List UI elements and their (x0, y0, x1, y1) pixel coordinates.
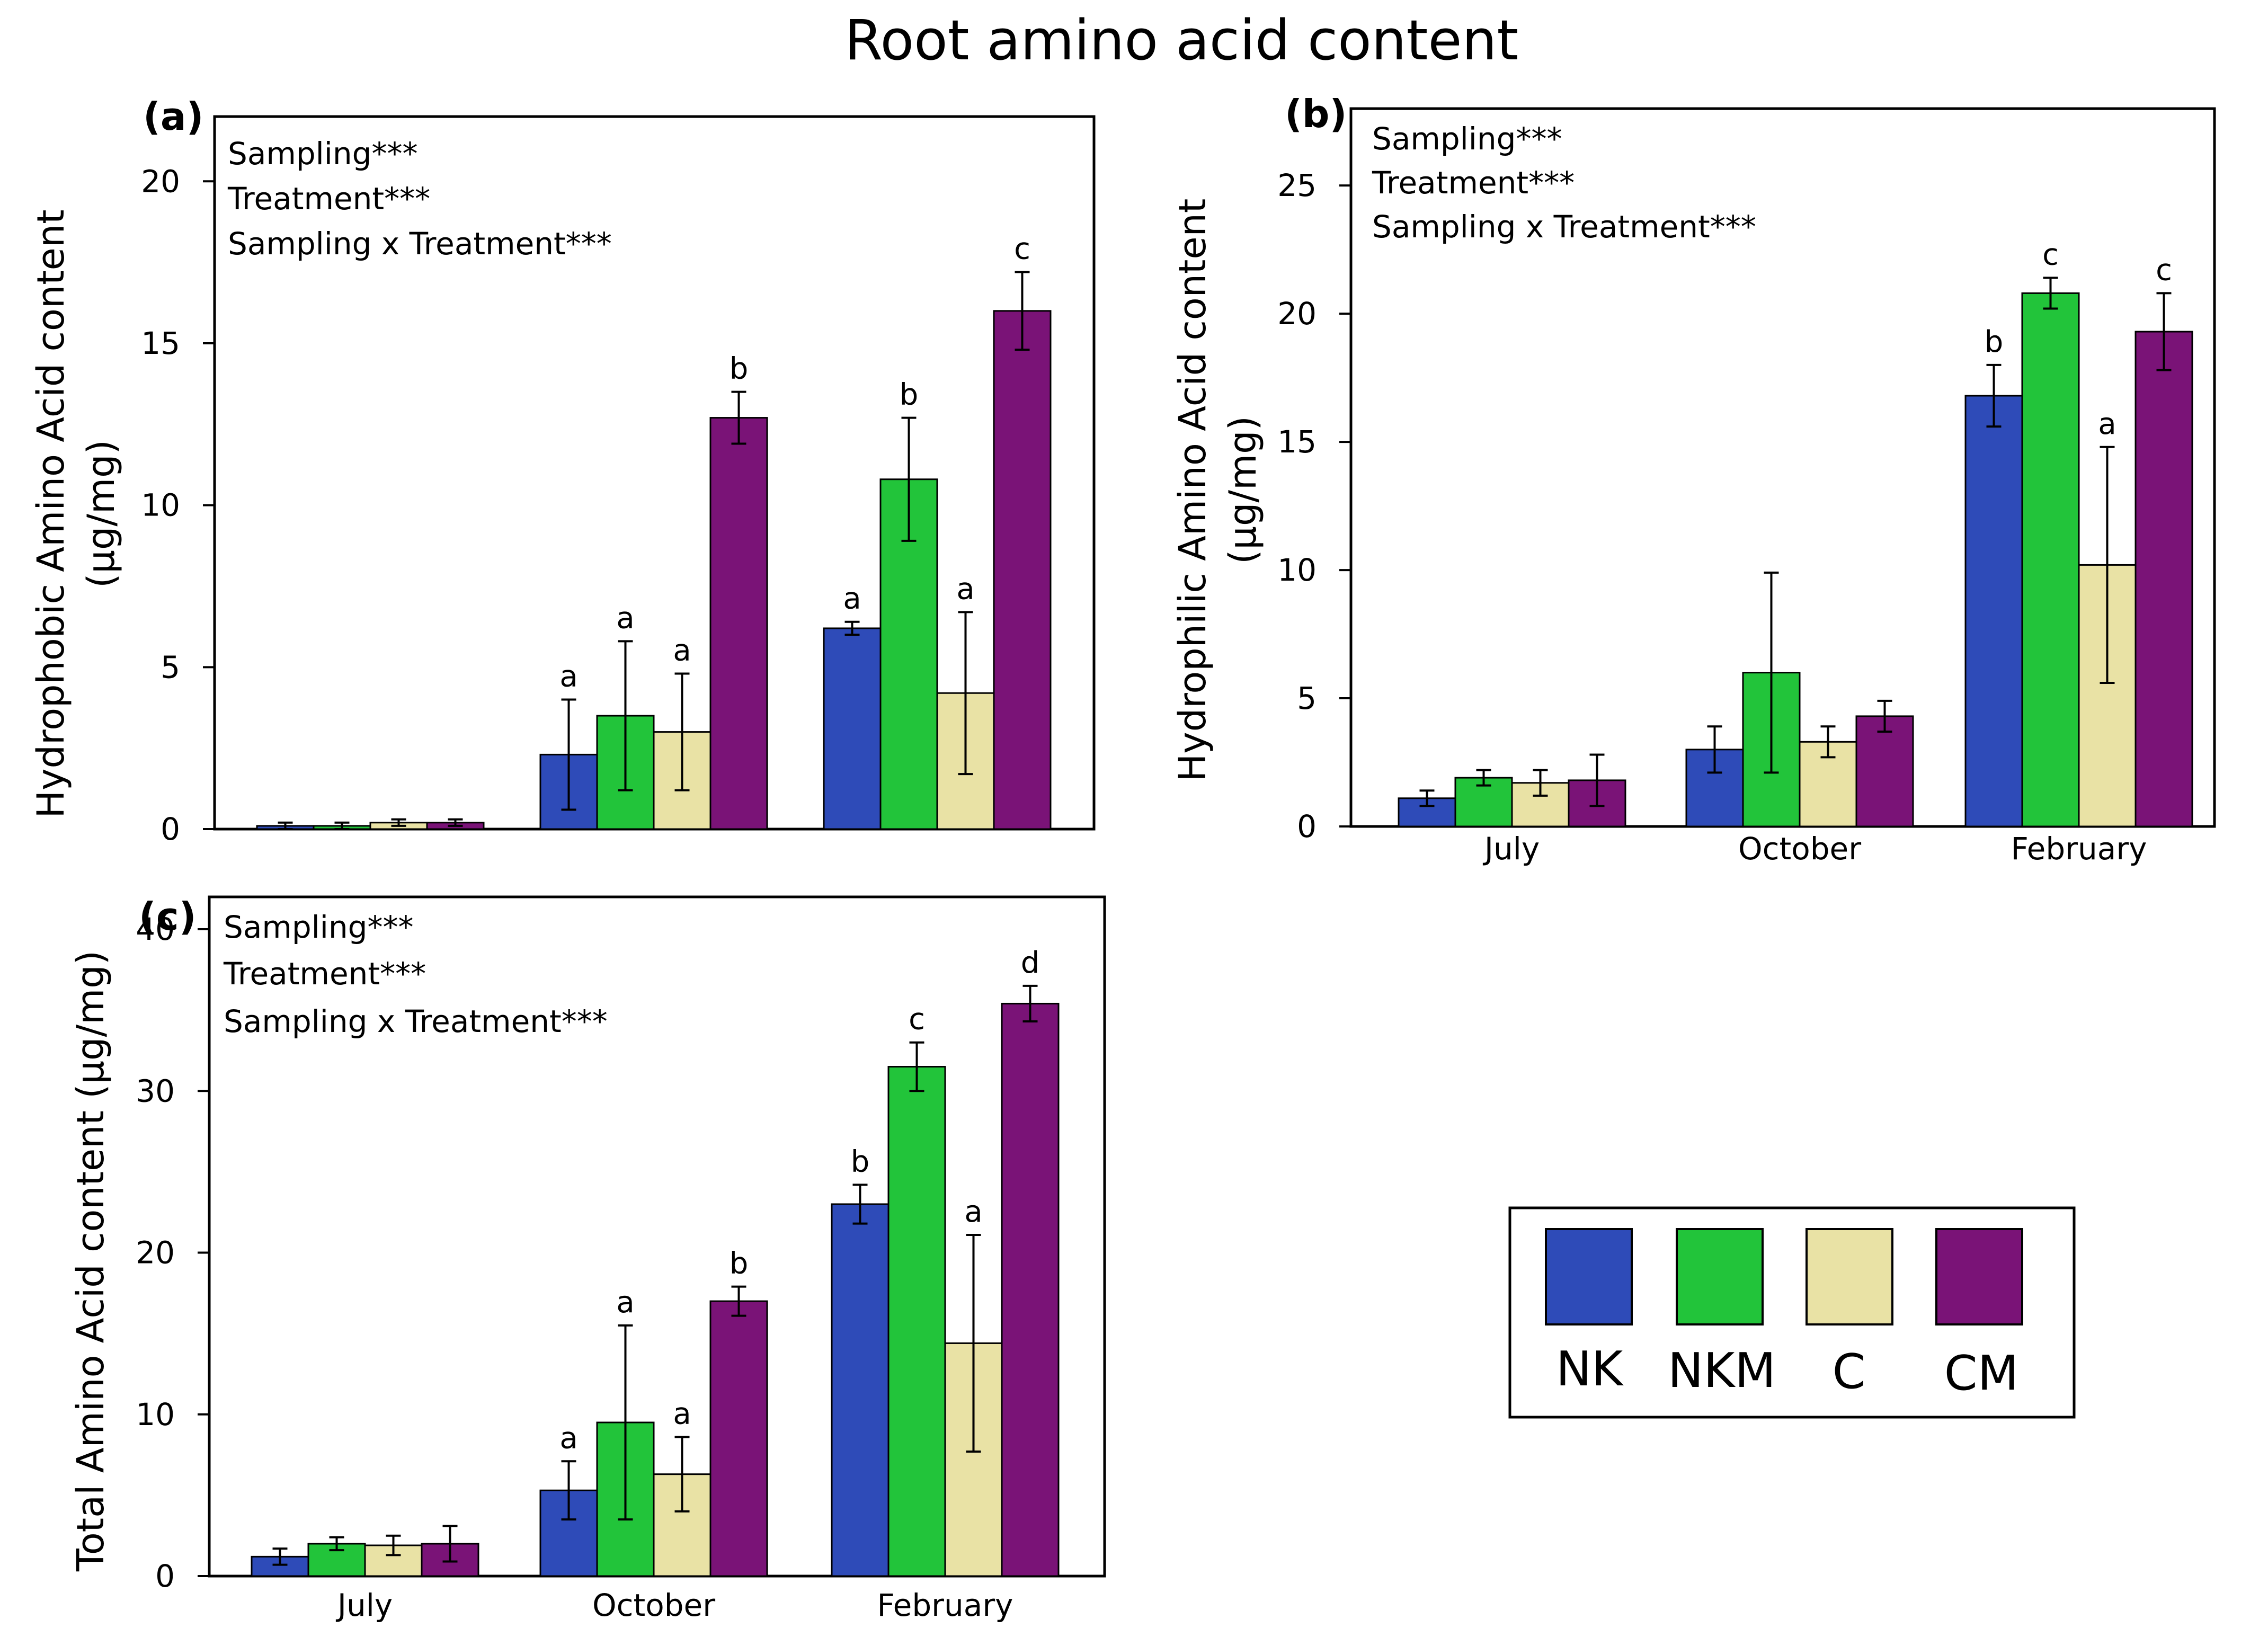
figure-title: Root amino acid content (844, 8, 1518, 73)
stats-line: Sampling x Treatment*** (224, 1003, 608, 1039)
stats-line: Sampling*** (1372, 121, 1562, 157)
significance-letter: b (1985, 325, 2004, 359)
y-tick-label: 30 (136, 1073, 175, 1109)
x-category-label: July (1483, 831, 1540, 867)
bar-cm-february (2134, 331, 2193, 828)
x-category-label: February (2011, 831, 2147, 867)
bar-nk-february (1964, 395, 2023, 828)
bar-cm-october (709, 417, 768, 830)
panel-label: (b) (1285, 92, 1347, 136)
y-axis-label: Hydrophilic Amino Acid content (1171, 199, 1214, 782)
panel-a: (a) Hydrophobic Amino Acid content (µg/m… (29, 94, 1096, 847)
bar-cm-february (1001, 1002, 1060, 1577)
bar-nkm-february (887, 1066, 946, 1577)
y-tick-label: 20 (1277, 296, 1317, 332)
significance-letter: b (730, 352, 749, 386)
significance-letter: c (1014, 232, 1030, 266)
y-tick-label: 0 (1297, 808, 1317, 844)
y-axis-label-units: (µg/mg) (1221, 416, 1265, 564)
y-tick-label: 15 (1277, 424, 1317, 460)
legend: NK NKM C CM (1508, 1206, 2076, 1419)
significance-letter: a (616, 1285, 634, 1320)
significance-letter: b (900, 378, 919, 412)
panel-label: (c) (139, 894, 197, 939)
significance-letter: a (956, 572, 974, 606)
legend-swatch-nk (1545, 1228, 1633, 1325)
y-tick-label: 5 (161, 649, 180, 685)
significance-letter: b (730, 1247, 749, 1281)
y-tick-label: 25 (1277, 167, 1317, 203)
significance-letter: a (964, 1195, 982, 1229)
stats-line: Sampling*** (224, 909, 413, 945)
bar-cm-october (709, 1300, 768, 1577)
y-tick-label: 10 (136, 1396, 175, 1433)
x-category-label: October (592, 1587, 715, 1623)
significance-letter: c (2042, 237, 2059, 272)
bar-c-february (2078, 564, 2137, 828)
legend-swatch-nkm (1676, 1228, 1764, 1325)
stats-line: Sampling x Treatment*** (1372, 209, 1756, 245)
significance-letter: a (673, 1396, 691, 1431)
significance-letter: a (673, 634, 691, 668)
y-tick-label: 0 (155, 1558, 175, 1594)
legend-swatch-cm (1935, 1228, 2023, 1325)
significance-letter: c (2156, 253, 2172, 287)
legend-label-c: C (1833, 1344, 1866, 1400)
y-axis-label-units: (µg/mg) (79, 440, 123, 588)
y-tick-label: 10 (1277, 552, 1317, 588)
legend-label-cm: CM (1944, 1346, 2019, 1401)
stats-line: Sampling x Treatment*** (228, 226, 612, 262)
stats-line: Treatment*** (227, 181, 430, 217)
legend-swatch-c (1805, 1228, 1893, 1325)
y-tick-label: 5 (1297, 680, 1317, 716)
legend-label-nkm: NKM (1668, 1343, 1776, 1399)
significance-letter: d (1021, 946, 1040, 980)
bar-cm-october (1855, 715, 1914, 828)
significance-letter: a (559, 1421, 577, 1455)
significance-letter: a (2098, 407, 2116, 441)
panel-label: (a) (143, 94, 203, 139)
panel-c: (c) Total Amino Acid content (µg/mg) Sam… (69, 894, 1106, 1623)
stats-line: Sampling*** (228, 136, 417, 172)
bar-nk-february (831, 1203, 890, 1577)
stats-line: Treatment*** (1372, 165, 1575, 201)
y-axis-label: Hydrophobic Amino Acid content (29, 209, 73, 818)
legend-label-nk: NK (1556, 1341, 1624, 1397)
significance-letter: c (909, 1002, 925, 1037)
bar-cm-february (993, 310, 1052, 830)
x-category-label: July (336, 1587, 393, 1623)
y-tick-label: 0 (161, 811, 180, 847)
panel-b: (b) Hydrophilic Amino Acid content (µg/m… (1171, 92, 2216, 867)
significance-letter: a (843, 582, 861, 616)
significance-letter: b (851, 1144, 870, 1179)
y-tick-label: 15 (141, 325, 180, 361)
significance-letter: a (559, 659, 577, 693)
y-tick-label: 20 (141, 163, 180, 199)
y-tick-label: 10 (141, 487, 180, 523)
bar-nk-february (823, 627, 882, 830)
bar-nkm-february (2021, 292, 2080, 828)
y-axis-label: Total Amino Acid content (µg/mg) (69, 950, 112, 1572)
y-tick-label: 20 (136, 1235, 175, 1271)
significance-letter: a (616, 601, 634, 635)
x-category-label: October (1738, 831, 1861, 867)
y-tick-label: 40 (136, 911, 175, 947)
stats-line: Treatment*** (223, 956, 426, 992)
x-category-label: February (877, 1587, 1013, 1623)
